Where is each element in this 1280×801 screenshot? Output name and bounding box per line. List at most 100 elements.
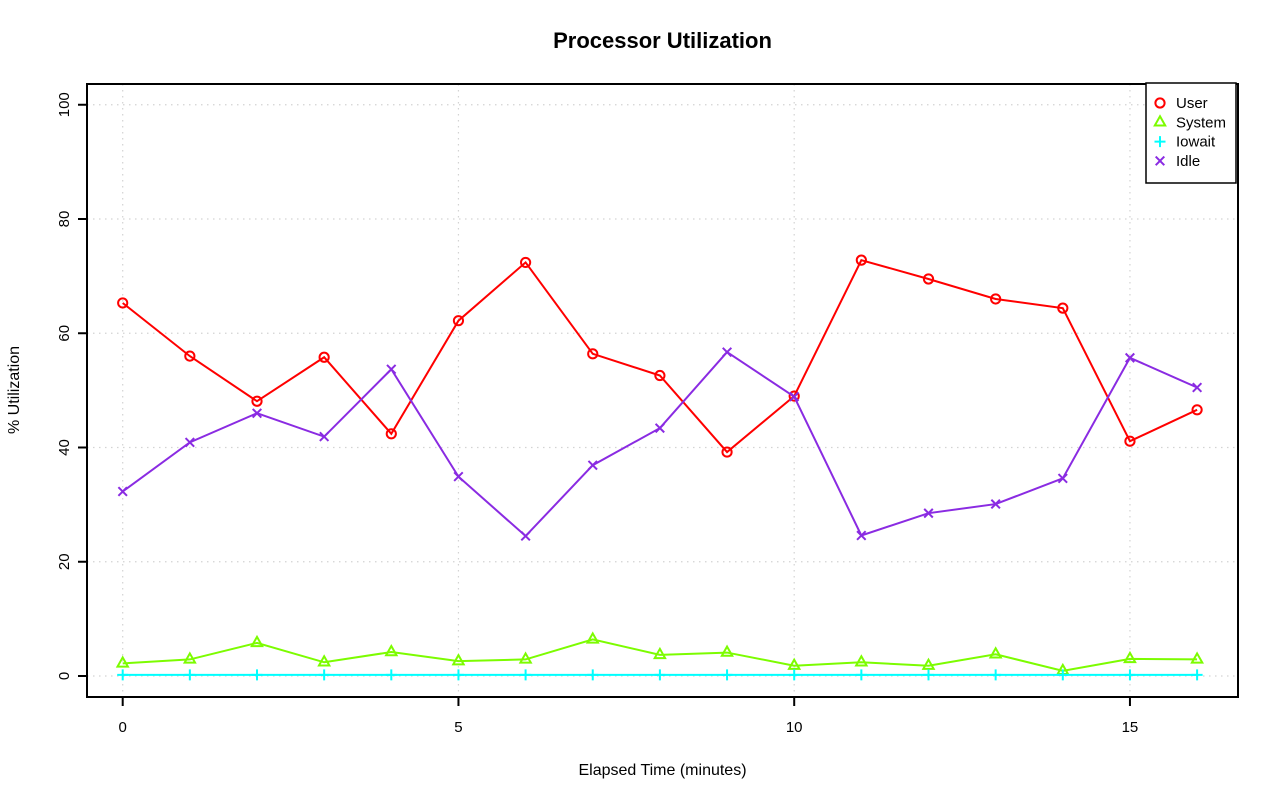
legend-item-label: Iowait — [1176, 134, 1216, 151]
x-marker — [1057, 473, 1068, 484]
triangle-marker — [451, 653, 466, 666]
plus-marker — [855, 669, 867, 681]
plus-marker — [385, 669, 397, 681]
plus-marker — [1057, 669, 1069, 681]
x-marker — [251, 408, 263, 419]
circle-marker — [990, 293, 1002, 305]
y-tick-label: 20 — [56, 553, 73, 570]
circle-marker — [318, 351, 330, 363]
triangle-marker — [585, 631, 600, 644]
x-marker — [856, 530, 867, 541]
triangle-marker — [1153, 114, 1167, 127]
x-tick-label: 10 — [786, 719, 803, 736]
plus-marker — [520, 669, 532, 681]
circle-marker — [721, 446, 733, 458]
triangle-marker — [787, 657, 802, 670]
legend-item-label: System — [1176, 114, 1226, 131]
x-marker — [319, 431, 330, 442]
circle-marker — [385, 428, 397, 440]
plus-marker — [1191, 669, 1203, 681]
x-marker — [722, 347, 733, 358]
triangle-marker — [182, 651, 197, 664]
series-line-user — [122, 258, 1198, 454]
plus-marker — [452, 669, 464, 681]
x-tick-label: 15 — [1122, 719, 1139, 736]
series-line-system — [122, 638, 1198, 672]
plus-marker — [117, 669, 129, 681]
series-iowait — [117, 669, 1203, 681]
circle-marker — [1191, 404, 1203, 416]
x-marker — [1154, 155, 1166, 166]
plus-marker — [251, 669, 263, 681]
triangle-marker — [384, 643, 399, 657]
legend-item-system: System — [1153, 114, 1226, 131]
x-tick-label: 0 — [119, 719, 127, 736]
triangle-marker — [115, 655, 130, 668]
x-marker — [386, 364, 397, 375]
plus-marker — [587, 669, 599, 681]
circle-marker — [1057, 302, 1069, 314]
plot-area: 0 5 10 15 0 20 40 60 80 100 — [56, 83, 1239, 736]
triangle-marker — [652, 646, 667, 660]
triangle-marker — [1123, 650, 1137, 664]
circle-marker — [117, 297, 129, 309]
circle-marker — [855, 254, 867, 266]
circle-marker — [922, 273, 935, 285]
x-marker — [990, 499, 1001, 510]
x-marker — [520, 531, 531, 542]
triangle-marker — [854, 654, 869, 667]
plus-marker — [654, 669, 666, 681]
axes: 0 5 10 15 0 20 40 60 80 100 — [56, 92, 1138, 736]
x-marker — [923, 508, 934, 519]
legend-item-label: Idle — [1176, 153, 1200, 170]
triangle-marker — [518, 651, 533, 664]
circle-marker — [1124, 435, 1136, 447]
x-marker — [1124, 352, 1135, 363]
legend-box — [1145, 82, 1237, 184]
plus-marker — [990, 669, 1002, 681]
series-system — [115, 631, 1205, 676]
x-marker — [587, 460, 598, 471]
y-tick-label: 80 — [56, 211, 73, 228]
gridlines — [87, 84, 1238, 697]
plus-marker — [788, 669, 800, 681]
triangle-marker — [921, 657, 936, 670]
legend: User System Iowait Idle — [1145, 82, 1237, 184]
x-marker — [1192, 382, 1203, 393]
x-tick-label: 5 — [454, 719, 462, 736]
y-axis-label: % Utilization — [6, 346, 23, 434]
x-axis-label: Elapsed Time (minutes) — [578, 762, 746, 779]
legend-item-iowait: Iowait — [1154, 134, 1216, 151]
circle-marker — [452, 315, 465, 327]
y-tick-label: 60 — [56, 325, 73, 342]
triangle-marker — [250, 634, 264, 648]
y-tick-label: 40 — [56, 439, 73, 456]
circle-marker — [788, 390, 800, 402]
series-user — [117, 254, 1203, 458]
plot-border — [86, 83, 1239, 698]
triangle-marker — [720, 644, 734, 657]
x-marker — [117, 486, 128, 497]
circle-marker — [520, 256, 532, 269]
circle-marker — [654, 369, 666, 382]
chart-title: Processor Utilization — [553, 28, 772, 53]
circle-marker — [184, 350, 196, 362]
x-marker — [184, 437, 195, 448]
triangle-marker — [317, 654, 332, 667]
plus-marker — [318, 669, 330, 681]
series-idle — [117, 347, 1203, 542]
legend-item-user: User — [1154, 95, 1208, 112]
y-tick-label: 100 — [56, 92, 73, 117]
y-tick-label: 0 — [56, 672, 73, 680]
x-marker — [654, 423, 665, 434]
legend-item-label: User — [1176, 95, 1208, 112]
triangle-marker — [988, 646, 1003, 659]
plus-marker — [923, 669, 934, 681]
triangle-marker — [1190, 651, 1205, 664]
circle-marker — [587, 348, 599, 360]
circle-marker — [1154, 97, 1166, 109]
plus-marker — [1154, 136, 1166, 148]
x-marker — [453, 471, 464, 482]
